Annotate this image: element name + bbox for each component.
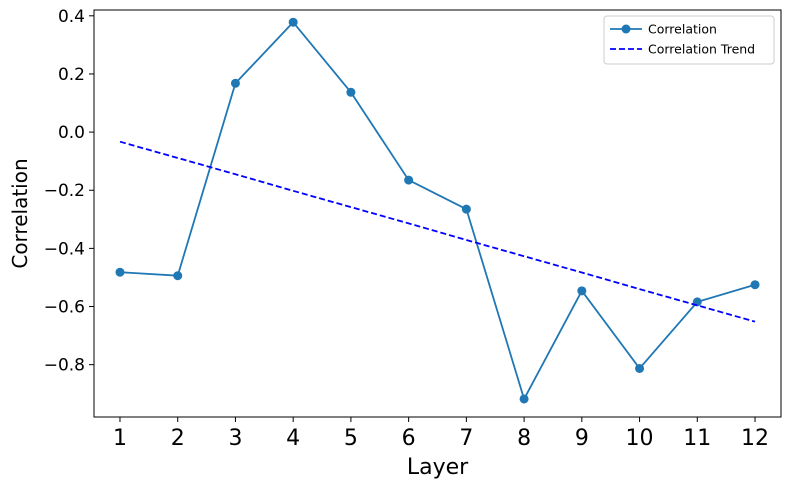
y-tick-label: −0.2 [44,181,85,201]
data-point [519,394,529,404]
data-point [635,363,645,373]
x-tick-label: 8 [517,426,531,451]
legend: Correlation Correlation Trend [603,15,775,65]
x-tick-label: 4 [286,426,300,451]
y-axis-label: Correlation [8,158,32,268]
legend-marker [621,24,631,34]
y-axis: 0.4 0.2 0.0 −0.2 −0.4 −0.6 −0.8 [44,7,94,376]
y-tick-label: −0.6 [44,298,85,318]
data-point [173,271,183,281]
x-tick-label: 5 [344,426,358,451]
x-tick-label: 6 [402,426,416,451]
data-point [288,17,298,27]
y-tick-label: −0.8 [44,356,85,376]
y-tick-label: 0.0 [58,123,85,143]
y-tick-label: 0.4 [58,7,85,27]
x-tick-label: 9 [575,426,589,451]
x-tick-label: 10 [626,426,654,451]
chart-marks [115,17,760,404]
x-axis-label: Layer [407,455,469,480]
data-point [230,78,240,88]
x-tick-label: 1 [113,426,127,451]
x-tick-label: 12 [741,426,769,451]
data-point [577,286,587,296]
x-tick-label: 3 [228,426,242,451]
plot-frame [93,9,782,418]
x-tick-label: 7 [459,426,473,451]
legend-label: Correlation [648,22,717,37]
y-tick-label: −0.4 [44,239,85,259]
data-point [750,280,760,290]
y-tick-label: 0.2 [58,65,85,85]
series-line-0 [119,20,756,402]
data-point [115,267,125,277]
x-tick-label: 2 [171,426,185,451]
x-tick-label: 11 [683,426,711,451]
data-point [461,204,471,214]
data-point [404,175,414,185]
legend-box [603,15,775,65]
data-point [346,87,356,97]
legend-label: Correlation Trend [648,42,755,57]
x-axis: 1 2 3 4 5 6 7 8 9 10 11 12 [113,417,769,451]
series-line-1 [119,140,756,323]
